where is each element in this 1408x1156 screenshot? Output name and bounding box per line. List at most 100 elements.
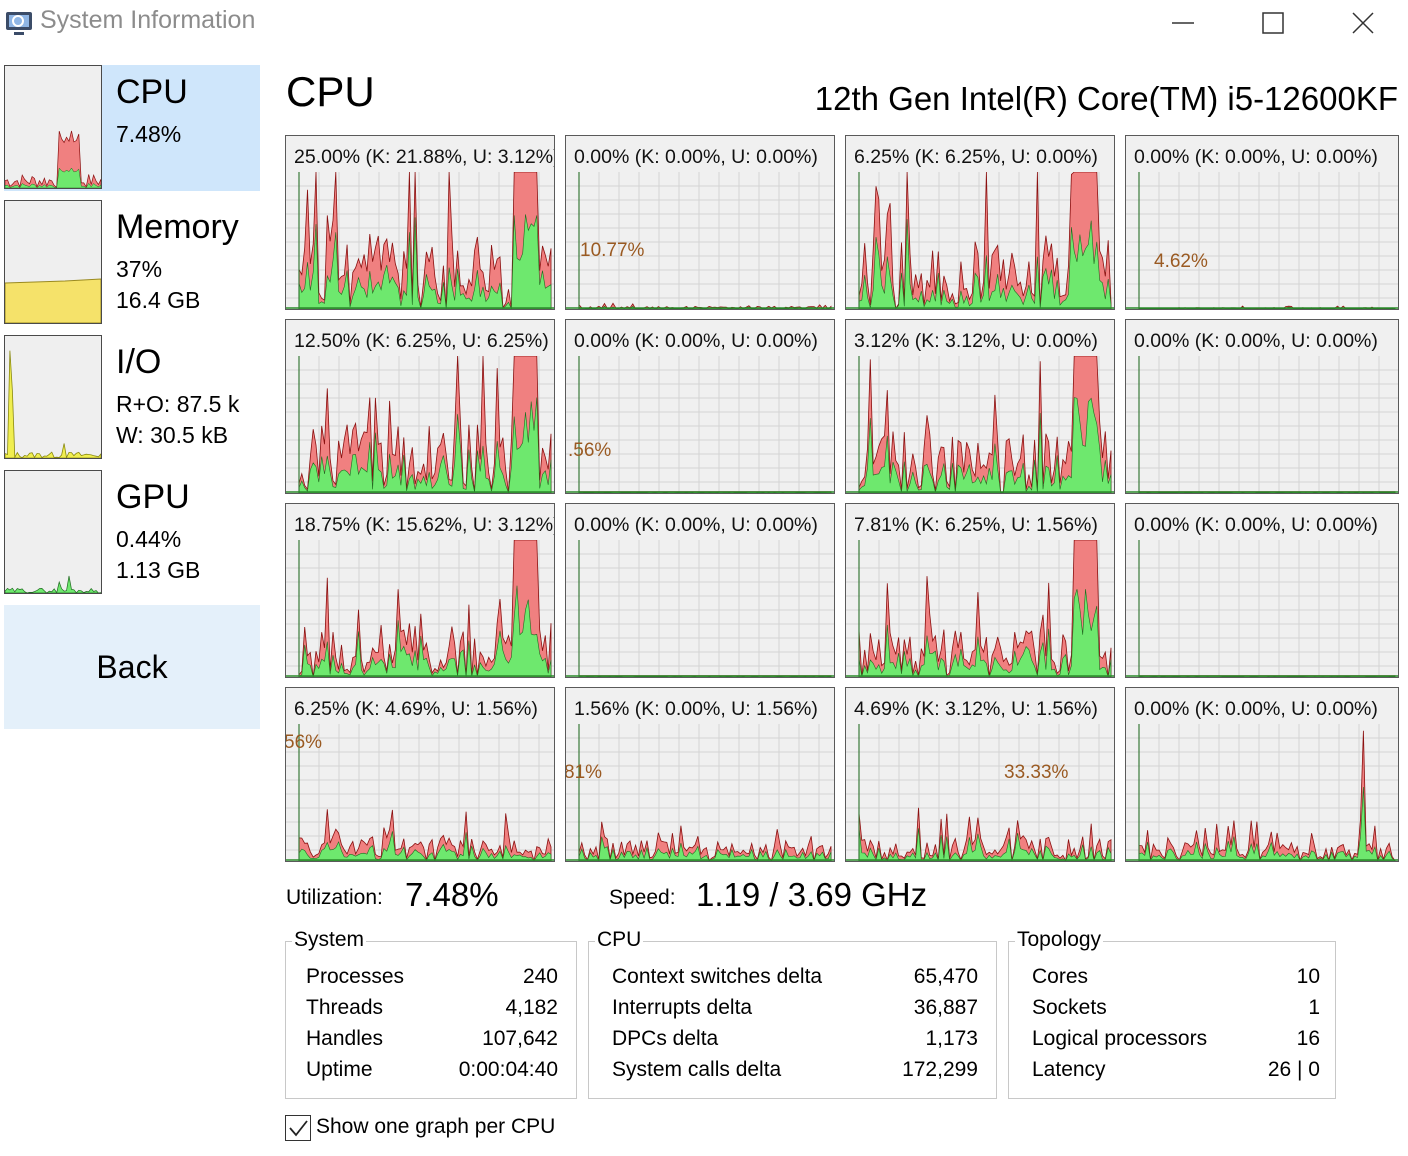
cpu-core-usage-svg bbox=[566, 172, 834, 309]
stat-value: 107,642 bbox=[482, 1027, 558, 1050]
cpu-core-usage-label: 3.12% (K: 3.12%, U: 0.00%) bbox=[854, 330, 1098, 352]
cpu-core-usage-svg bbox=[1126, 724, 1398, 861]
stat-value: 65,470 bbox=[913, 965, 978, 988]
stat-label: Logical processors bbox=[1032, 1027, 1208, 1050]
utilization-label: Utilization: bbox=[286, 886, 383, 909]
back-button[interactable]: Back bbox=[4, 605, 260, 729]
sidebar-item-value: 0.44% bbox=[116, 526, 182, 552]
cpu-core-usage-svg bbox=[286, 356, 554, 493]
stat-label: Interrupts delta bbox=[612, 996, 753, 1019]
one-graph-per-cpu-label[interactable]: Show one graph per CPU bbox=[316, 1115, 556, 1138]
cpu-thumbnail-graph bbox=[4, 65, 102, 189]
cpu-core-peak-label: 4.62% bbox=[1154, 251, 1208, 272]
topology-group: Topology Cores 10 Sockets 1 Logical proces… bbox=[1008, 928, 1336, 1099]
cpu-core-graph: 4.69% (K: 3.12%, U: 1.56%) 33.33% bbox=[845, 687, 1115, 862]
io-thumbnail-svg bbox=[5, 350, 101, 458]
stat-row: Uptime 0:00:04:40 bbox=[306, 1058, 558, 1082]
title-bar: System Information bbox=[0, 0, 1408, 46]
sidebar-item-title: Memory bbox=[116, 208, 239, 246]
cpu-core-graph: 6.25% (K: 6.25%, U: 0.00%) bbox=[845, 135, 1115, 310]
window-title: System Information bbox=[40, 6, 256, 34]
cpu-core-usage-svg bbox=[1126, 356, 1398, 493]
cpu-core-peak-label: 10.77% bbox=[580, 240, 645, 261]
cpu-thumbnail-svg bbox=[5, 130, 101, 188]
close-button[interactable] bbox=[1318, 0, 1408, 46]
stat-label: Context switches delta bbox=[612, 965, 823, 988]
sidebar-item-value: 1.13 GB bbox=[116, 557, 201, 583]
cpu-core-usage-label: 0.00% (K: 0.00%, U: 0.00%) bbox=[1134, 514, 1378, 536]
cpu-core-usage-label: 1.56% (K: 0.00%, U: 1.56%) bbox=[574, 698, 818, 720]
cpu-core-usage-svg bbox=[566, 724, 834, 861]
cpu-core-usage-svg bbox=[566, 356, 834, 493]
stat-label: Sockets bbox=[1032, 996, 1107, 1019]
cpu-core-usage-svg bbox=[286, 172, 554, 309]
stat-value: 0:00:04:40 bbox=[458, 1058, 558, 1081]
stat-label: Cores bbox=[1032, 965, 1089, 988]
sidebar-item-value: R+O: 87.5 k bbox=[116, 391, 240, 417]
cpu-core-graph: 0.00% (K: 0.00%, U: 0.00%) bbox=[565, 503, 835, 678]
stat-label: System calls delta bbox=[612, 1058, 782, 1081]
stat-row: Handles 107,642 bbox=[306, 1027, 558, 1051]
one-graph-per-cpu-checkbox[interactable] bbox=[285, 1115, 311, 1141]
cpu-core-graph: 0.00% (K: 0.00%, U: 0.00%) .56% bbox=[565, 319, 835, 494]
memory-thumbnail-svg bbox=[5, 278, 101, 323]
group-title: CPU bbox=[595, 928, 644, 952]
cpu-core-peak-label: 56% bbox=[285, 732, 323, 753]
cpu-model-name: 12th Gen Intel(R) Core(TM) i5-12600KF bbox=[814, 80, 1398, 117]
cpu-core-usage-svg bbox=[566, 540, 834, 677]
cpu-core-usage-label: 18.75% (K: 15.62%, U: 3.12%) bbox=[294, 514, 555, 536]
cpu-core-graph: 18.75% (K: 15.62%, U: 3.12%) bbox=[285, 503, 555, 678]
sidebar-item-io[interactable]: I/O R+O: 87.5 k W: 30.5 kB bbox=[4, 335, 260, 461]
stat-row: Processes 240 bbox=[306, 965, 558, 989]
sidebar-item-gpu[interactable]: GPU 0.44% 1.13 GB bbox=[4, 470, 260, 596]
cpu-core-usage-svg bbox=[286, 540, 554, 677]
cpu-core-usage-label: 4.69% (K: 3.12%, U: 1.56%) bbox=[854, 698, 1098, 720]
cpu-core-graph: 6.25% (K: 4.69%, U: 1.56%) 56% bbox=[285, 687, 555, 862]
cpu-core-graph: 0.00% (K: 0.00%, U: 0.00%) bbox=[1125, 319, 1399, 494]
stat-value: 172,299 bbox=[902, 1058, 978, 1081]
sidebar-item-title: I/O bbox=[116, 343, 162, 381]
system-group: System Processes 240 Threads 4,182 Handles… bbox=[285, 928, 577, 1099]
stat-row: Logical processors 16 bbox=[1032, 1027, 1320, 1051]
cpu-core-graph: 0.00% (K: 0.00%, U: 0.00%) bbox=[1125, 687, 1399, 862]
cpu-core-usage-svg bbox=[846, 172, 1114, 309]
cpu-core-usage-label: 6.25% (K: 4.69%, U: 1.56%) bbox=[294, 698, 538, 720]
sidebar-item-title: GPU bbox=[116, 478, 190, 516]
cpu-core-usage-svg bbox=[1126, 540, 1398, 677]
sidebar-item-title: CPU bbox=[116, 73, 188, 111]
stat-label: Handles bbox=[306, 1027, 384, 1050]
cpu-core-graph: 1.56% (K: 0.00%, U: 1.56%) 81% bbox=[565, 687, 835, 862]
stat-row: Threads 4,182 bbox=[306, 996, 558, 1020]
stat-value: 1 bbox=[1308, 996, 1320, 1019]
stat-label: Latency bbox=[1032, 1058, 1106, 1081]
sidebar-item-value: W: 30.5 kB bbox=[116, 422, 229, 448]
cpu-core-graph: 7.81% (K: 6.25%, U: 1.56%) bbox=[845, 503, 1115, 678]
sidebar-item-cpu[interactable]: CPU 7.48% bbox=[4, 65, 260, 191]
page-title: CPU bbox=[286, 68, 375, 115]
cpu-core-usage-label: 0.00% (K: 0.00%, U: 0.00%) bbox=[1134, 698, 1378, 720]
cpu-core-usage-label: 25.00% (K: 21.88%, U: 3.12%) bbox=[294, 146, 555, 168]
cpu-core-graph: 0.00% (K: 0.00%, U: 0.00%) bbox=[1125, 503, 1399, 678]
cpu-core-usage-label: 12.50% (K: 6.25%, U: 6.25%) bbox=[294, 330, 549, 352]
stat-value: 36,887 bbox=[913, 996, 978, 1019]
cpu-core-graph: 12.50% (K: 6.25%, U: 6.25%) bbox=[285, 319, 555, 494]
cpu-core-usage-svg bbox=[846, 356, 1114, 493]
minimize-button[interactable] bbox=[1138, 0, 1228, 46]
stat-row: Interrupts delta 36,887 bbox=[612, 996, 978, 1020]
cpu-core-usage-svg bbox=[1126, 172, 1398, 309]
cpu-core-usage-label: 0.00% (K: 0.00%, U: 0.00%) bbox=[574, 146, 818, 168]
stat-row: Cores 10 bbox=[1032, 965, 1320, 989]
memory-thumbnail-graph bbox=[4, 200, 102, 324]
sidebar-item-memory[interactable]: Memory 37% 16.4 GB bbox=[4, 200, 260, 326]
speed-label: Speed: bbox=[609, 886, 676, 909]
cpu-core-graph: 0.00% (K: 0.00%, U: 0.00%) 4.62% bbox=[1125, 135, 1399, 310]
cpu-core-peak-label: .56% bbox=[568, 440, 612, 461]
cpu-core-usage-svg bbox=[286, 724, 554, 861]
stat-row: DPCs delta 1,173 bbox=[612, 1027, 978, 1051]
speed-value: 1.19 / 3.69 GHz bbox=[696, 876, 928, 913]
group-title: Topology bbox=[1015, 928, 1104, 952]
minimize-icon bbox=[1172, 22, 1194, 24]
maximize-button[interactable] bbox=[1228, 0, 1318, 46]
stat-value: 4,182 bbox=[505, 996, 558, 1019]
stat-row: Context switches delta 65,470 bbox=[612, 965, 978, 989]
